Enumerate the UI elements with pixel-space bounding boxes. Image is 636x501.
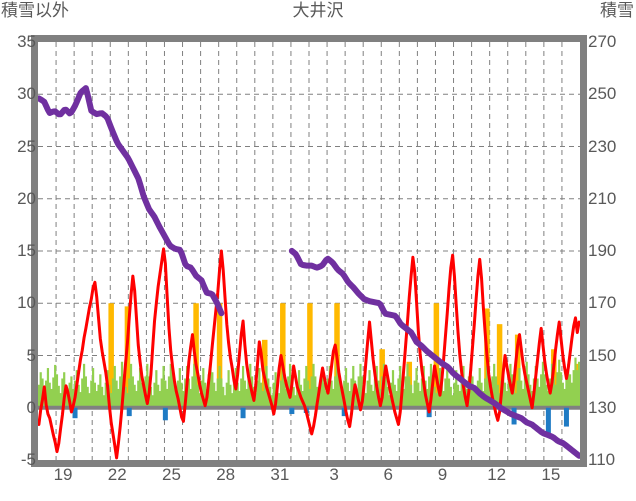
x-tick: 19 [53, 465, 73, 484]
x-tick: 31 [270, 465, 290, 484]
x-tick: 6 [383, 465, 393, 484]
x-tick: 3 [329, 465, 339, 484]
x-tick: 15 [541, 465, 561, 484]
chart-title: 大井沢 [292, 1, 344, 20]
x-tick: 9 [437, 465, 448, 484]
x-tick: 12 [487, 465, 507, 484]
x-tick: 25 [161, 465, 181, 484]
plot-svg [38, 42, 580, 460]
right-axis-title: 積雪 [600, 1, 634, 20]
x-tick: 22 [107, 465, 127, 484]
left-axis-title: 積雪以外 [1, 1, 69, 20]
plot-area [38, 42, 580, 460]
x-tick: 28 [216, 465, 236, 484]
